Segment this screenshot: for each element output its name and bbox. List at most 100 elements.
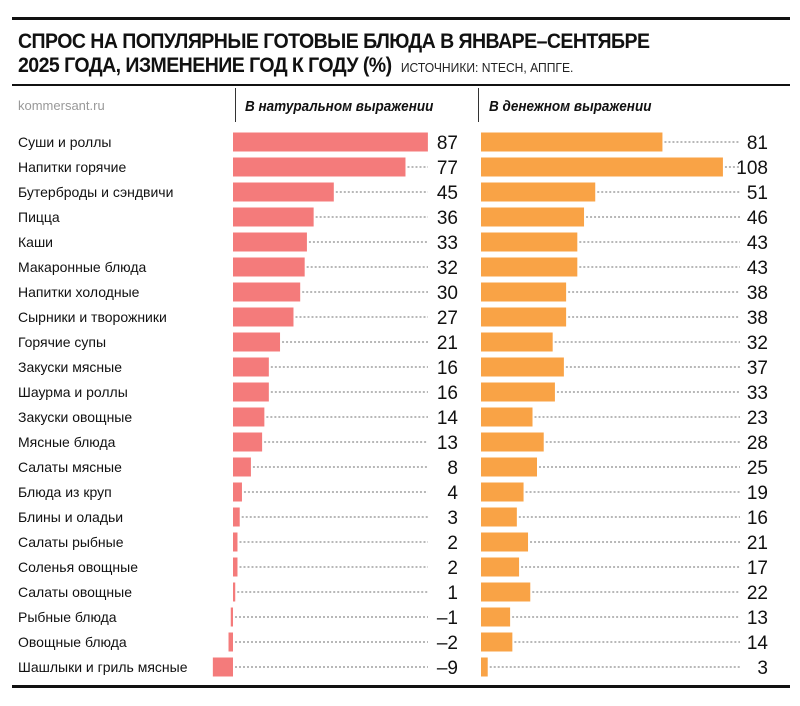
value-label: –2 [437,633,458,654]
category-label: Блины и оладьи [18,509,123,525]
bar [233,182,334,202]
value-label: –9 [437,658,458,679]
category-label: Бутерброды и сэндвичи [18,184,173,200]
bar [233,157,406,177]
bar [233,432,263,452]
source-note: ИСТОЧНИКИ: NTECH, АППГЕ. [400,60,574,75]
bar [230,607,233,627]
bar [481,232,578,252]
chart-title-line2-text: 2025 ГОДА, ИЗМЕНЕНИЕ ГОД К ГОДУ (%) [18,54,392,77]
category-label: Закуски овощные [18,409,132,425]
bar [481,207,585,227]
value-label: 17 [747,558,768,579]
value-label: 2 [447,558,458,579]
bar [481,557,520,577]
value-label: 23 [747,408,768,429]
bar [481,457,537,477]
bar [228,632,233,652]
value-label: 45 [437,183,458,204]
category-label: Салаты рыбные [18,534,124,550]
value-label: 87 [437,133,458,154]
category-label: Сырники и творожники [18,309,167,325]
bottom-rule [12,685,790,688]
value-label: 2 [447,533,458,554]
value-label: 28 [747,433,768,454]
value-label: 43 [747,233,768,254]
bar [481,332,553,352]
bar [233,357,269,377]
value-label: 108 [736,158,768,179]
category-label: Напитки горячие [18,159,126,175]
brand-label: kommersant.ru [18,98,105,113]
bar [233,407,265,427]
category-label: Каши [18,234,53,250]
top-rule [12,17,790,20]
bar [233,207,314,227]
bar [481,257,578,277]
bar [233,332,281,352]
value-label: 33 [747,383,768,404]
value-label: 27 [437,308,458,329]
category-label: Овощные блюда [18,634,127,650]
chart-title-line2: 2025 ГОДА, ИЗМЕНЕНИЕ ГОД К ГОДУ (%) ИСТОЧ… [18,54,573,78]
category-label: Макаронные блюда [18,259,147,275]
category-label: Пицца [18,209,60,225]
value-label: 14 [747,633,769,654]
category-label: Суши и роллы [18,134,111,150]
series-header-money: В денежном выражении [489,98,652,115]
value-label: 4 [447,483,458,504]
bar [233,482,242,502]
bar [233,307,294,327]
column-divider [478,88,479,122]
category-label: Блюда из круп [18,484,112,500]
bar [233,507,240,527]
value-label: 16 [747,508,768,529]
value-label: 13 [747,608,768,629]
value-label: 16 [437,383,458,404]
bar [481,132,663,152]
bar [212,657,233,677]
category-label: Салаты овощные [18,584,132,600]
bar [233,582,236,602]
value-label: 32 [747,333,768,354]
bar [233,232,307,252]
category-label: Закуски мясные [18,359,122,375]
value-label: 77 [437,158,458,179]
value-label: 1 [447,583,458,604]
bar [481,532,529,552]
category-label: Мясные блюда [18,434,116,450]
bar [481,382,555,402]
bar [481,582,531,602]
category-label: Рыбные блюда [18,609,117,625]
value-label: 21 [747,533,768,554]
value-label: 8 [447,458,458,479]
bar [233,557,238,577]
bar [233,457,251,477]
value-label: 33 [437,233,458,254]
value-label: 43 [747,258,768,279]
bar [481,307,567,327]
value-label: 14 [437,408,459,429]
value-label: 32 [437,258,458,279]
bar [233,132,428,152]
category-label: Салаты мясные [18,459,122,475]
bar [481,657,488,677]
category-label: Шаурма и роллы [18,384,128,400]
bar [481,407,533,427]
value-label: 38 [747,283,768,304]
value-label: 13 [437,433,458,454]
bar [481,182,596,202]
value-label: 16 [437,358,458,379]
value-label: 38 [747,308,768,329]
bar [481,632,513,652]
value-label: 22 [747,583,768,604]
header-rule [12,84,790,86]
value-label: –1 [437,608,458,629]
bar [481,432,544,452]
value-label: 3 [447,508,458,529]
bar [233,257,305,277]
value-label: 36 [437,208,458,229]
series-header-natural: В натуральном выражении [245,98,434,115]
